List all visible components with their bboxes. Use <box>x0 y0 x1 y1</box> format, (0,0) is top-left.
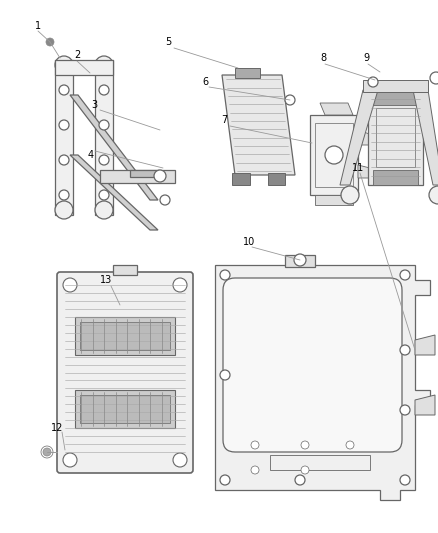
Circle shape <box>99 85 109 95</box>
Polygon shape <box>70 95 158 200</box>
Polygon shape <box>75 317 175 355</box>
Circle shape <box>220 370 230 380</box>
Circle shape <box>341 186 359 204</box>
Polygon shape <box>413 90 438 185</box>
Polygon shape <box>358 165 378 178</box>
Polygon shape <box>215 265 430 500</box>
Circle shape <box>95 56 113 74</box>
Circle shape <box>294 254 306 266</box>
Circle shape <box>63 278 77 292</box>
Text: 13: 13 <box>100 275 112 285</box>
Circle shape <box>46 38 54 46</box>
Polygon shape <box>113 265 137 275</box>
Circle shape <box>301 441 309 449</box>
Text: 7: 7 <box>221 115 227 125</box>
Text: 12: 12 <box>51 423 63 433</box>
Text: 1: 1 <box>35 21 41 31</box>
Text: 6: 6 <box>202 77 208 87</box>
Polygon shape <box>95 60 113 215</box>
Polygon shape <box>358 130 378 145</box>
Polygon shape <box>70 155 158 230</box>
Circle shape <box>55 56 73 74</box>
Polygon shape <box>75 390 175 428</box>
Polygon shape <box>340 90 378 185</box>
Circle shape <box>430 72 438 84</box>
Circle shape <box>154 170 166 182</box>
Polygon shape <box>363 80 428 92</box>
Polygon shape <box>232 173 250 185</box>
Polygon shape <box>373 170 418 185</box>
Circle shape <box>173 453 187 467</box>
Circle shape <box>285 95 295 105</box>
Polygon shape <box>55 60 73 215</box>
Circle shape <box>295 475 305 485</box>
Polygon shape <box>80 395 170 423</box>
Text: 11: 11 <box>352 163 364 173</box>
Circle shape <box>160 195 170 205</box>
Polygon shape <box>268 173 285 185</box>
Circle shape <box>251 441 259 449</box>
Circle shape <box>173 278 187 292</box>
Circle shape <box>251 466 259 474</box>
Circle shape <box>59 85 69 95</box>
Circle shape <box>99 190 109 200</box>
Circle shape <box>59 155 69 165</box>
Polygon shape <box>130 170 160 177</box>
Circle shape <box>43 448 51 456</box>
Circle shape <box>220 270 230 280</box>
Text: 10: 10 <box>243 237 255 247</box>
Circle shape <box>400 475 410 485</box>
Polygon shape <box>80 322 170 350</box>
Circle shape <box>95 201 113 219</box>
Circle shape <box>400 405 410 415</box>
Circle shape <box>400 270 410 280</box>
Polygon shape <box>373 90 418 105</box>
Circle shape <box>429 186 438 204</box>
Text: 4: 4 <box>88 150 94 160</box>
Polygon shape <box>368 90 423 185</box>
Text: 5: 5 <box>165 37 171 47</box>
Circle shape <box>55 201 73 219</box>
Polygon shape <box>100 170 175 183</box>
Polygon shape <box>315 195 353 205</box>
FancyBboxPatch shape <box>223 278 402 452</box>
Polygon shape <box>310 115 358 195</box>
Circle shape <box>301 466 309 474</box>
Circle shape <box>325 146 343 164</box>
Polygon shape <box>285 255 315 267</box>
Polygon shape <box>415 395 435 415</box>
Circle shape <box>59 190 69 200</box>
Text: 2: 2 <box>74 50 80 60</box>
Text: 9: 9 <box>363 53 369 63</box>
Text: 3: 3 <box>91 100 97 110</box>
Polygon shape <box>415 335 435 355</box>
Circle shape <box>400 345 410 355</box>
Circle shape <box>63 453 77 467</box>
Circle shape <box>368 77 378 87</box>
Circle shape <box>99 120 109 130</box>
Circle shape <box>220 475 230 485</box>
FancyBboxPatch shape <box>57 272 193 473</box>
Polygon shape <box>235 68 260 78</box>
Circle shape <box>59 120 69 130</box>
Circle shape <box>99 155 109 165</box>
Polygon shape <box>320 103 353 115</box>
Circle shape <box>346 441 354 449</box>
Text: 8: 8 <box>320 53 326 63</box>
Polygon shape <box>222 75 295 175</box>
Polygon shape <box>55 60 113 75</box>
